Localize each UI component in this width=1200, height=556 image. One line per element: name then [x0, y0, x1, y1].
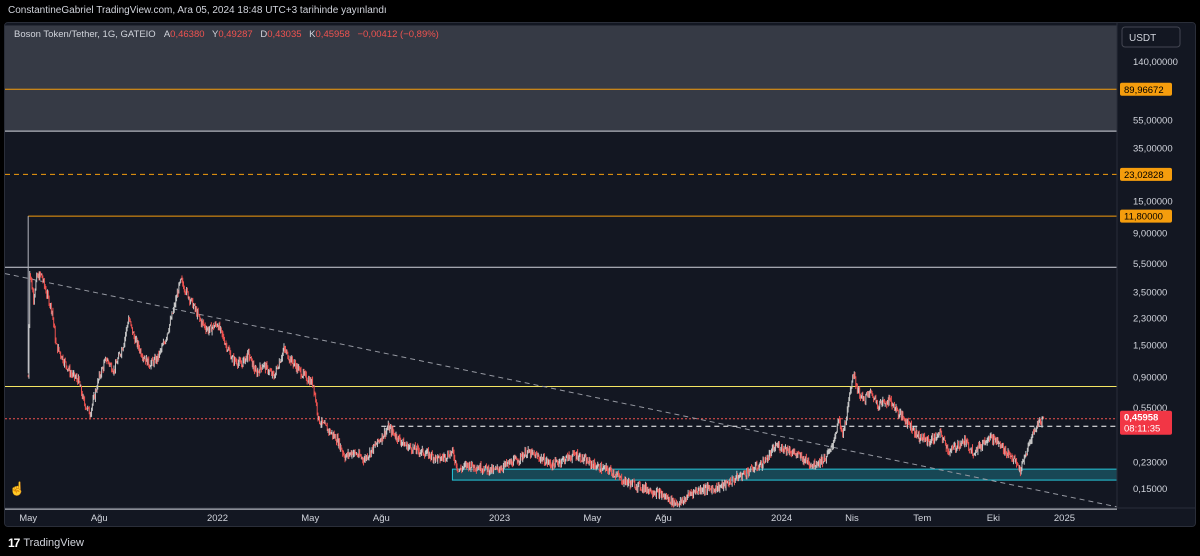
- time-tick-label: 2024: [771, 513, 792, 524]
- legend-open-value: 0,46380: [170, 29, 204, 40]
- legend-line: Boson Token/Tether, 1G, GATEIO A0,46380 …: [14, 29, 439, 40]
- price-tick-label: 15,00000: [1133, 197, 1173, 208]
- time-tick-label: 2022: [207, 513, 228, 524]
- countdown-label: 08:11:35: [1124, 424, 1160, 435]
- time-tick-label: Ağu: [655, 513, 672, 524]
- legend-open-key: A: [164, 29, 171, 40]
- trendline[interactable]: [5, 273, 1118, 508]
- time-tick-label: Ağu: [91, 513, 108, 524]
- support-zone: [451, 468, 1118, 481]
- time-tick-label: Nis: [845, 513, 859, 524]
- price-tick-label: 0,15000: [1133, 484, 1167, 495]
- price-tick-label: 2,30000: [1133, 314, 1167, 325]
- price-tag[interactable]: [1120, 209, 1172, 223]
- legend-high-key: Y: [212, 29, 219, 40]
- price-tick-label: 1,50000: [1133, 340, 1167, 351]
- price-tick-label: 9,00000: [1133, 229, 1167, 240]
- price-tick-label: 0,23000: [1133, 457, 1167, 468]
- scroll-hand-icon[interactable]: ☝: [9, 480, 25, 497]
- price-tag[interactable]: [1120, 82, 1172, 96]
- price-tag[interactable]: [1120, 167, 1172, 181]
- price-tag-label: 89,96672: [1124, 85, 1164, 96]
- price-tick-label: 55,00000: [1133, 115, 1173, 126]
- price-tick-label: 0,55000: [1133, 403, 1167, 414]
- legend-high-value: 0,49287: [218, 29, 252, 40]
- time-tick-label: 2025: [1054, 513, 1075, 524]
- price-chart[interactable]: 140,00000 55,00000 35,00000 15,00000 9,00000…: [5, 23, 1195, 526]
- legend-low-key: D: [260, 29, 267, 40]
- publish-line: ConstantineGabriel TradingView.com, Ara …: [8, 5, 387, 16]
- tradingview-logo[interactable]: 17 TradingView: [8, 536, 84, 550]
- time-tick-label: May: [19, 513, 37, 524]
- publish-bar: ConstantineGabriel TradingView.com, Ara …: [0, 0, 1200, 22]
- legend-low-value: 0,43035: [267, 29, 301, 40]
- upper-range-zone: [5, 25, 1117, 132]
- price-tick-label: 140,00000: [1133, 57, 1178, 68]
- time-tick-label: Ağu: [373, 513, 390, 524]
- time-tick-label: May: [301, 513, 319, 524]
- legend-change: −0,00412 (−0,89%): [358, 29, 439, 40]
- price-tag-label: 23,02828: [1124, 170, 1164, 181]
- price-tick-label: 3,50000: [1133, 287, 1167, 298]
- price-tick-label: 0,90000: [1133, 372, 1167, 383]
- current-price-tag[interactable]: [1120, 410, 1172, 435]
- legend-close-value: 0,45958: [316, 29, 350, 40]
- currency-label: USDT: [1129, 33, 1156, 44]
- time-tick-label: Eki: [987, 513, 1000, 524]
- legend-close-key: K: [309, 29, 316, 40]
- time-tick-label: 2023: [489, 513, 510, 524]
- price-tick-label: 35,00000: [1133, 144, 1173, 155]
- price-tag-label: 11,80000: [1124, 212, 1163, 223]
- price-tick-label: 5,50000: [1133, 259, 1167, 270]
- tradingview-logo-icon: 17: [8, 536, 20, 550]
- current-price-label: 0,45958: [1124, 413, 1158, 424]
- legend-symbol: Boson Token/Tether, 1G, GATEIO: [14, 29, 156, 40]
- tradingview-brand: TradingView: [23, 537, 84, 549]
- time-tick-label: Tem: [913, 513, 931, 524]
- chart-panel[interactable]: 140,00000 55,00000 35,00000 15,00000 9,00000…: [4, 22, 1196, 527]
- currency-button[interactable]: [1121, 26, 1181, 48]
- time-tick-label: May: [583, 513, 601, 524]
- footer-bar: 17 TradingView: [0, 528, 1200, 556]
